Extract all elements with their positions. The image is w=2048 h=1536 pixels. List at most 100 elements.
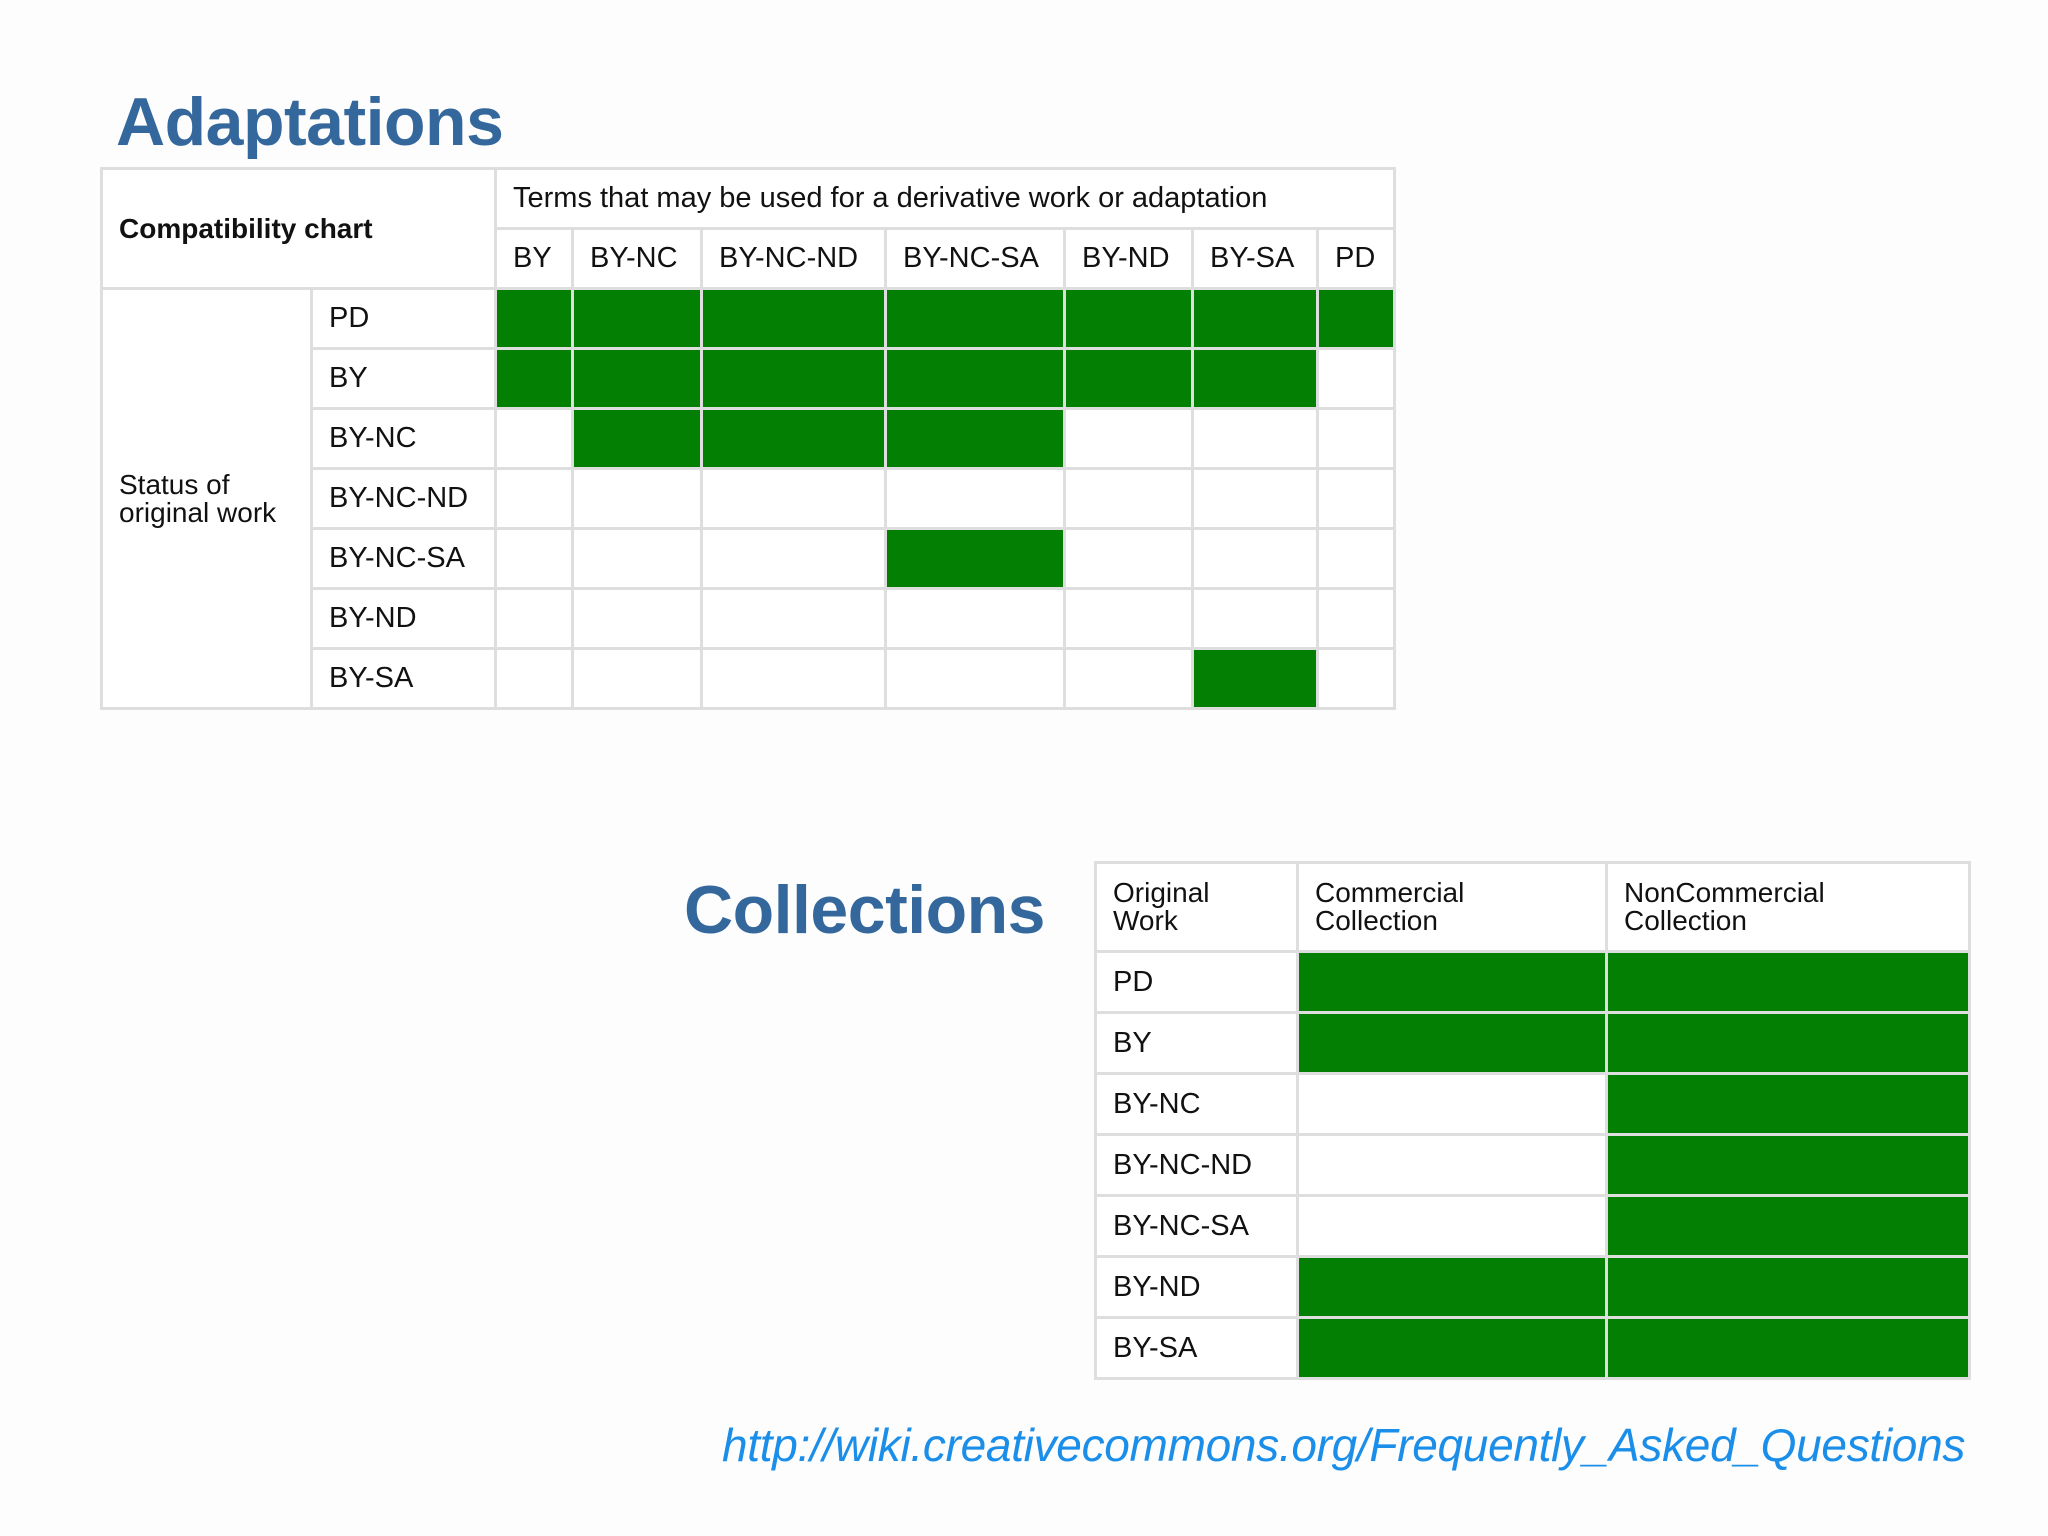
incompatible-cell — [571, 587, 703, 650]
allowed-cell — [1605, 1316, 1971, 1380]
allowed-cell — [1605, 1133, 1971, 1197]
column-header-by-nd: BY-ND — [1063, 227, 1194, 290]
table-row: BY-NC — [102, 407, 1397, 470]
incompatible-cell — [571, 467, 703, 530]
incompatible-cell — [700, 647, 887, 710]
incompatible-cell — [494, 527, 574, 590]
incompatible-cell — [571, 527, 703, 590]
column-header-by: BY — [494, 227, 574, 290]
row-label-by-nc: BY-NC — [1094, 1072, 1299, 1136]
table-row: BY-NC-ND — [102, 467, 1397, 530]
table-row: BY-NC-ND — [1094, 1133, 1971, 1197]
incompatible-cell — [1315, 467, 1397, 530]
compatible-cell — [884, 287, 1066, 350]
adaptations-compatibility-table: Compatibility chart Terms that may be us… — [100, 167, 1397, 710]
table-row: BY-ND — [102, 587, 1397, 650]
incompatible-cell — [1315, 347, 1397, 410]
row-label-by-nc: BY-NC — [310, 407, 497, 470]
compatible-cell — [884, 347, 1066, 410]
not-allowed-cell — [1296, 1194, 1608, 1258]
row-label-pd: PD — [1094, 950, 1299, 1014]
original-work-header: Original Work — [1094, 861, 1299, 953]
compatibility-chart-label: Compatibility chart — [100, 167, 497, 290]
incompatible-cell — [884, 467, 1066, 530]
status-of-original-work-label: Status of original work — [100, 287, 313, 710]
incompatible-cell — [494, 467, 574, 530]
incompatible-cell — [1315, 407, 1397, 470]
table-row: BY-SA — [1094, 1316, 1971, 1380]
incompatible-cell — [1315, 587, 1397, 650]
collections-title: Collections — [684, 872, 1046, 948]
incompatible-cell — [494, 407, 574, 470]
table-row: BY — [102, 347, 1397, 410]
incompatible-cell — [1063, 407, 1194, 470]
compatible-cell — [571, 347, 703, 410]
compatible-cell — [1315, 287, 1397, 350]
compatible-cell — [700, 407, 887, 470]
incompatible-cell — [884, 587, 1066, 650]
allowed-cell — [1296, 1011, 1608, 1075]
commercial-collection-header: Commercial Collection — [1296, 861, 1608, 953]
compatible-cell — [1191, 647, 1319, 710]
allowed-cell — [1605, 1194, 1971, 1258]
allowed-cell — [1296, 1255, 1608, 1319]
incompatible-cell — [700, 527, 887, 590]
table-row: BY-ND — [1094, 1255, 1971, 1319]
allowed-cell — [1296, 1316, 1608, 1380]
incompatible-cell — [700, 587, 887, 650]
column-header-by-nc-nd: BY-NC-ND — [700, 227, 887, 290]
incompatible-cell — [1315, 647, 1397, 710]
row-label-by-nc-nd: BY-NC-ND — [310, 467, 497, 530]
row-label-by-sa: BY-SA — [1094, 1316, 1299, 1380]
compatible-cell — [884, 527, 1066, 590]
row-label-by-nd: BY-ND — [310, 587, 497, 650]
incompatible-cell — [1063, 647, 1194, 710]
collections-compatibility-table: Original Work Commercial Collection NonCom… — [1094, 861, 1971, 1380]
incompatible-cell — [1315, 527, 1397, 590]
incompatible-cell — [1191, 467, 1319, 530]
table-row: PD — [1094, 950, 1971, 1014]
not-allowed-cell — [1296, 1133, 1608, 1197]
compatible-cell — [1191, 347, 1319, 410]
column-header-by-nc: BY-NC — [571, 227, 703, 290]
source-link[interactable]: http://wiki.creativecommons.org/Frequent… — [722, 1419, 1966, 1471]
compatible-cell — [1063, 347, 1194, 410]
allowed-cell — [1605, 1011, 1971, 1075]
incompatible-cell — [1191, 587, 1319, 650]
noncommercial-collection-header: NonCommercial Collection — [1605, 861, 1971, 953]
table-row: BY-SA — [102, 647, 1397, 710]
row-label-by-sa: BY-SA — [310, 647, 497, 710]
compatible-cell — [1063, 287, 1194, 350]
compatible-cell — [1191, 287, 1319, 350]
row-label-pd: PD — [310, 287, 497, 350]
compatible-cell — [700, 287, 887, 350]
row-label-by-nc-sa: BY-NC-SA — [310, 527, 497, 590]
not-allowed-cell — [1296, 1072, 1608, 1136]
row-label-by-nc-sa: BY-NC-SA — [1094, 1194, 1299, 1258]
incompatible-cell — [884, 647, 1066, 710]
allowed-cell — [1605, 950, 1971, 1014]
incompatible-cell — [1063, 527, 1194, 590]
column-header-by-nc-sa: BY-NC-SA — [884, 227, 1066, 290]
table-row: BY-NC-SA — [1094, 1194, 1971, 1258]
incompatible-cell — [1063, 587, 1194, 650]
compatible-cell — [571, 287, 703, 350]
incompatible-cell — [494, 587, 574, 650]
derivative-terms-header: Terms that may be used for a derivative … — [493, 167, 1397, 230]
column-header-pd: PD — [1315, 227, 1397, 290]
adaptations-title: Adaptations — [116, 84, 504, 160]
incompatible-cell — [494, 647, 574, 710]
table-row: BY-NC-SA — [102, 527, 1397, 590]
compatible-cell — [494, 347, 574, 410]
compatible-cell — [884, 407, 1066, 470]
incompatible-cell — [571, 647, 703, 710]
incompatible-cell — [700, 467, 887, 530]
table-row: Status of original work PD — [100, 287, 1397, 710]
compatible-cell — [700, 347, 887, 410]
row-label-by: BY — [310, 347, 497, 410]
allowed-cell — [1605, 1072, 1971, 1136]
incompatible-cell — [1191, 407, 1319, 470]
row-label-by: BY — [1094, 1011, 1299, 1075]
allowed-cell — [1605, 1255, 1971, 1319]
compatible-cell — [494, 287, 574, 350]
